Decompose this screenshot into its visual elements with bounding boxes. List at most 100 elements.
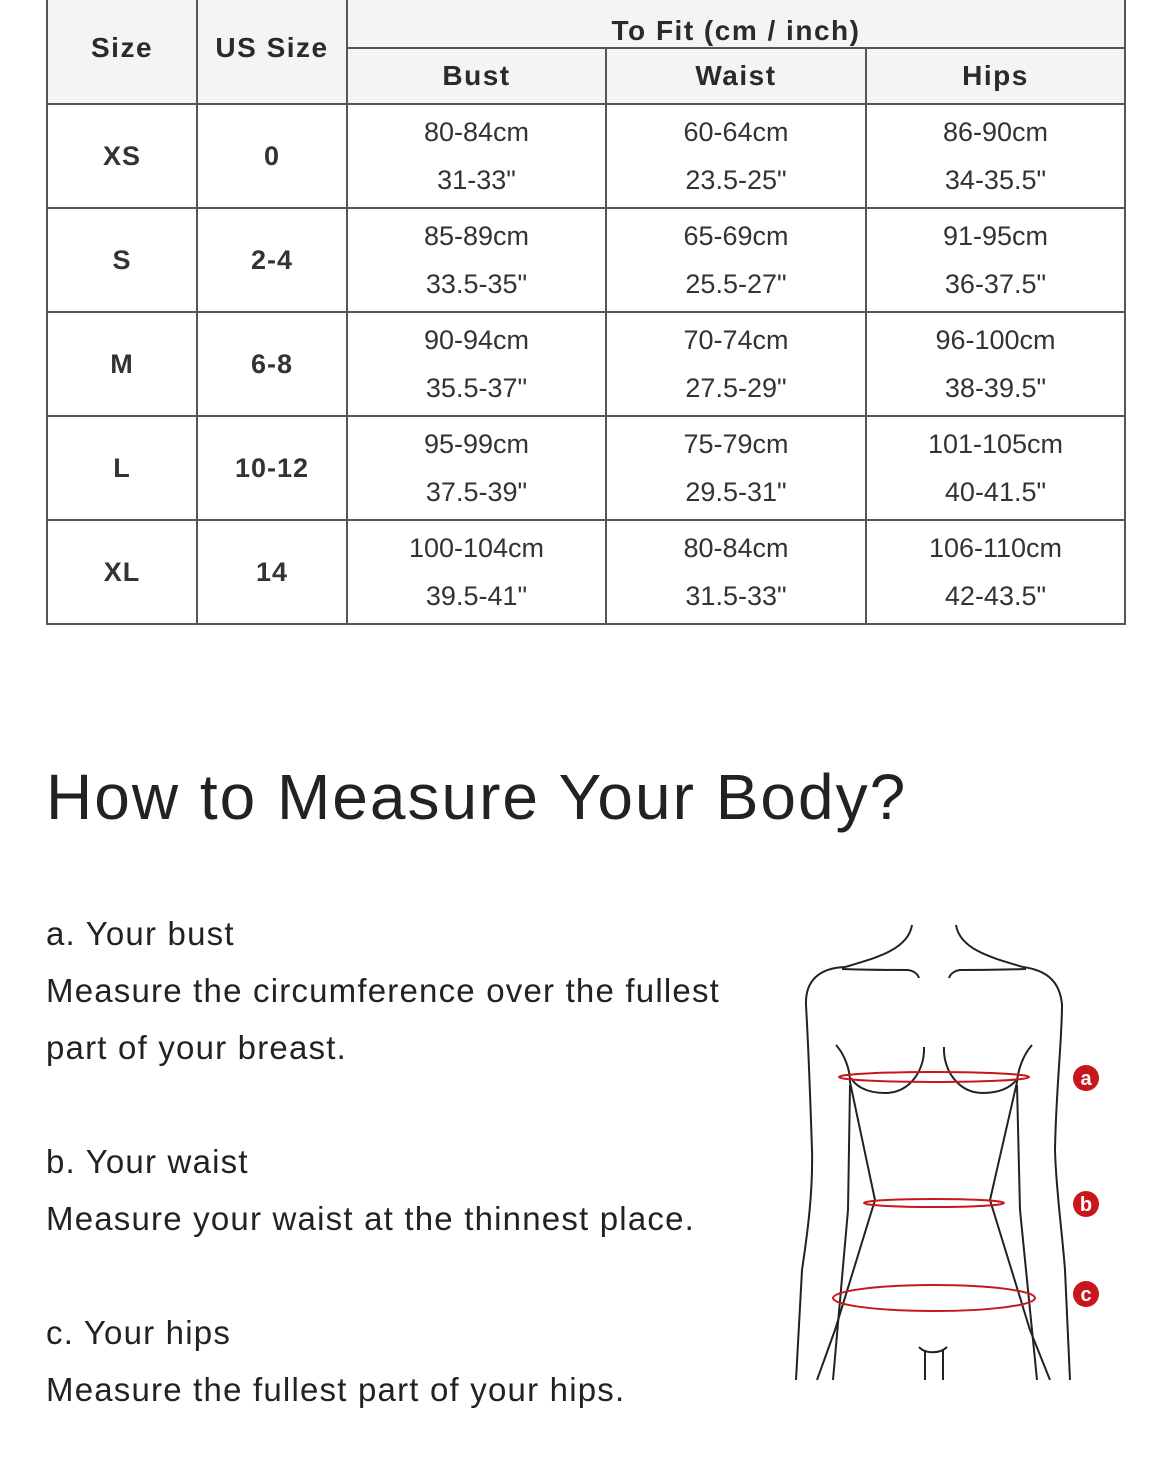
cell-bust-bust-in: 39.5-41" [425,581,528,611]
cell-us-size-us: 6-8 [250,349,294,379]
cell-us-size-us: 14 [255,557,289,587]
guide-hips-text: Measure the fullest part of your hips. [46,1371,626,1408]
cell-size: XS [46,103,198,209]
cell-bust: 95-99cm 37.5-39" [346,415,607,521]
cell-hips-hips-cm: 96-100cm [935,325,1056,355]
table-row: L 10-12 95-99cm 37.5-39" 75-79cm 29.5-31" 101-… [46,415,1126,521]
marker-a-label: a [1080,1068,1092,1090]
cell-size-size: XL [103,557,141,587]
cell-hips-hips-in: 34-35.5" [944,165,1047,195]
cell-waist-waist-in: 31.5-33" [685,581,787,611]
body-outline [795,924,1071,1380]
header-size: Size [46,0,198,105]
cell-bust: 100-104cm 39.5-41" [346,519,607,625]
cell-size-size: S [112,245,132,275]
guide-waist: b. Your waist Measure your waist at the … [46,1133,766,1247]
guide-bust-text-1: Measure the circumference over the fulle… [46,972,721,1009]
waist-line [863,1198,1005,1208]
cell-size-size: XS [102,141,142,171]
cell-size-size: L [113,453,131,483]
header-hips: Hips [865,47,1126,105]
cell-us-size: 2-4 [196,207,348,313]
cell-size-size: M [110,349,134,379]
guide-bust-text-2: part of your breast. [46,1029,347,1066]
cell-bust-bust-in: 35.5-37" [425,373,528,403]
cell-waist-waist-cm: 80-84cm [683,533,789,563]
header-to-fit: To Fit (cm / inch) [346,0,1126,49]
cell-bust-bust-in: 33.5-35" [425,269,528,299]
marker-b-label: b [1080,1194,1092,1216]
cell-us-size: 6-8 [196,311,348,417]
cell-waist: 70-74cm 27.5-29" [605,311,867,417]
cell-bust-bust-cm: 90-94cm [423,325,530,355]
cell-waist: 60-64cm 23.5-25" [605,103,867,209]
header-waist: Waist [605,47,867,105]
cell-hips-hips-cm: 86-90cm [942,117,1049,147]
cell-waist-waist-in: 25.5-27" [685,269,787,299]
cell-waist-waist-cm: 70-74cm [683,325,789,355]
header-bust: Bust [346,47,607,105]
cell-hips-hips-in: 40-41.5" [944,477,1047,507]
cell-hips: 91-95cm 36-37.5" [865,207,1126,313]
cell-us-size: 14 [196,519,348,625]
guide-bust-label: a. Your bust [46,915,235,952]
cell-waist: 75-79cm 29.5-31" [605,415,867,521]
cell-bust-bust-cm: 100-104cm [408,533,545,563]
cell-size: L [46,415,198,521]
cell-us-size: 10-12 [196,415,348,521]
cell-size: XL [46,519,198,625]
cell-waist-waist-cm: 65-69cm [683,221,789,251]
cell-hips-hips-cm: 91-95cm [942,221,1049,251]
guide-bust: a. Your bust Measure the circumference o… [46,905,766,1076]
cell-waist-waist-in: 29.5-31" [685,477,787,507]
cell-bust: 85-89cm 33.5-35" [346,207,607,313]
size-chart-table: Size US Size To Fit (cm / inch) Bust Wai… [46,0,1126,625]
cell-us-size-us: 2-4 [250,245,294,275]
cell-hips-hips-in: 38-39.5" [944,373,1047,403]
cell-waist-waist-in: 23.5-25" [685,165,787,195]
guide-waist-text: Measure your waist at the thinnest place… [46,1200,696,1237]
cell-us-size-us: 0 [263,141,281,171]
cell-bust-bust-cm: 85-89cm [423,221,530,251]
cell-bust: 90-94cm 35.5-37" [346,311,607,417]
header-us-size: US Size [196,0,348,105]
marker-c: c [1073,1281,1099,1307]
cell-waist-waist-cm: 60-64cm [683,117,789,147]
measure-guide: a. Your bust Measure the circumference o… [46,905,766,1475]
cell-us-size-us: 10-12 [234,453,310,483]
cell-waist: 80-84cm 31.5-33" [605,519,867,625]
cell-hips: 96-100cm 38-39.5" [865,311,1126,417]
page-title: How to Measure Your Body? [46,761,908,833]
table-row: M 6-8 90-94cm 35.5-37" 70-74cm 27.5-29" 96-100… [46,311,1126,417]
marker-b: b [1073,1191,1099,1217]
cell-us-size: 0 [196,103,348,209]
cell-hips-hips-in: 42-43.5" [944,581,1047,611]
cell-hips: 101-105cm 40-41.5" [865,415,1126,521]
measurement-lines [832,1071,1036,1312]
guide-hips-label: c. Your hips [46,1314,232,1351]
table-row: XS 0 80-84cm 31-33" 60-64cm 23.5-25" 86-90cm 34… [46,103,1126,209]
cell-waist-waist-in: 27.5-29" [685,373,787,403]
cell-hips-hips-cm: 101-105cm [927,429,1064,459]
cell-hips-hips-in: 36-37.5" [944,269,1047,299]
cell-hips: 86-90cm 34-35.5" [865,103,1126,209]
marker-a: a [1073,1065,1099,1091]
guide-hips: c. Your hips Measure the fullest part of… [46,1304,766,1418]
guide-waist-label: b. Your waist [46,1143,249,1180]
cell-bust-bust-cm: 80-84cm [423,117,530,147]
cell-size: M [46,311,198,417]
cell-size: S [46,207,198,313]
cell-waist: 65-69cm 25.5-27" [605,207,867,313]
cell-bust-bust-cm: 95-99cm [423,429,530,459]
cell-hips: 106-110cm 42-43.5" [865,519,1126,625]
table-row: XL 14 100-104cm 39.5-41" 80-84cm 31.5-33" 106-… [46,519,1126,625]
hips-line [832,1284,1036,1312]
bust-line [838,1071,1030,1083]
cell-hips-hips-cm: 106-110cm [928,533,1063,563]
table-row: S 2-4 85-89cm 33.5-35" 65-69cm 25.5-27" 91-95c… [46,207,1126,313]
body-measurement-illustration: a b c [795,924,1099,1380]
cell-bust-bust-in: 31-33" [437,165,516,195]
cell-bust-bust-in: 37.5-39" [425,477,528,507]
cell-bust: 80-84cm 31-33" [346,103,607,209]
marker-c-label: c [1080,1284,1091,1306]
